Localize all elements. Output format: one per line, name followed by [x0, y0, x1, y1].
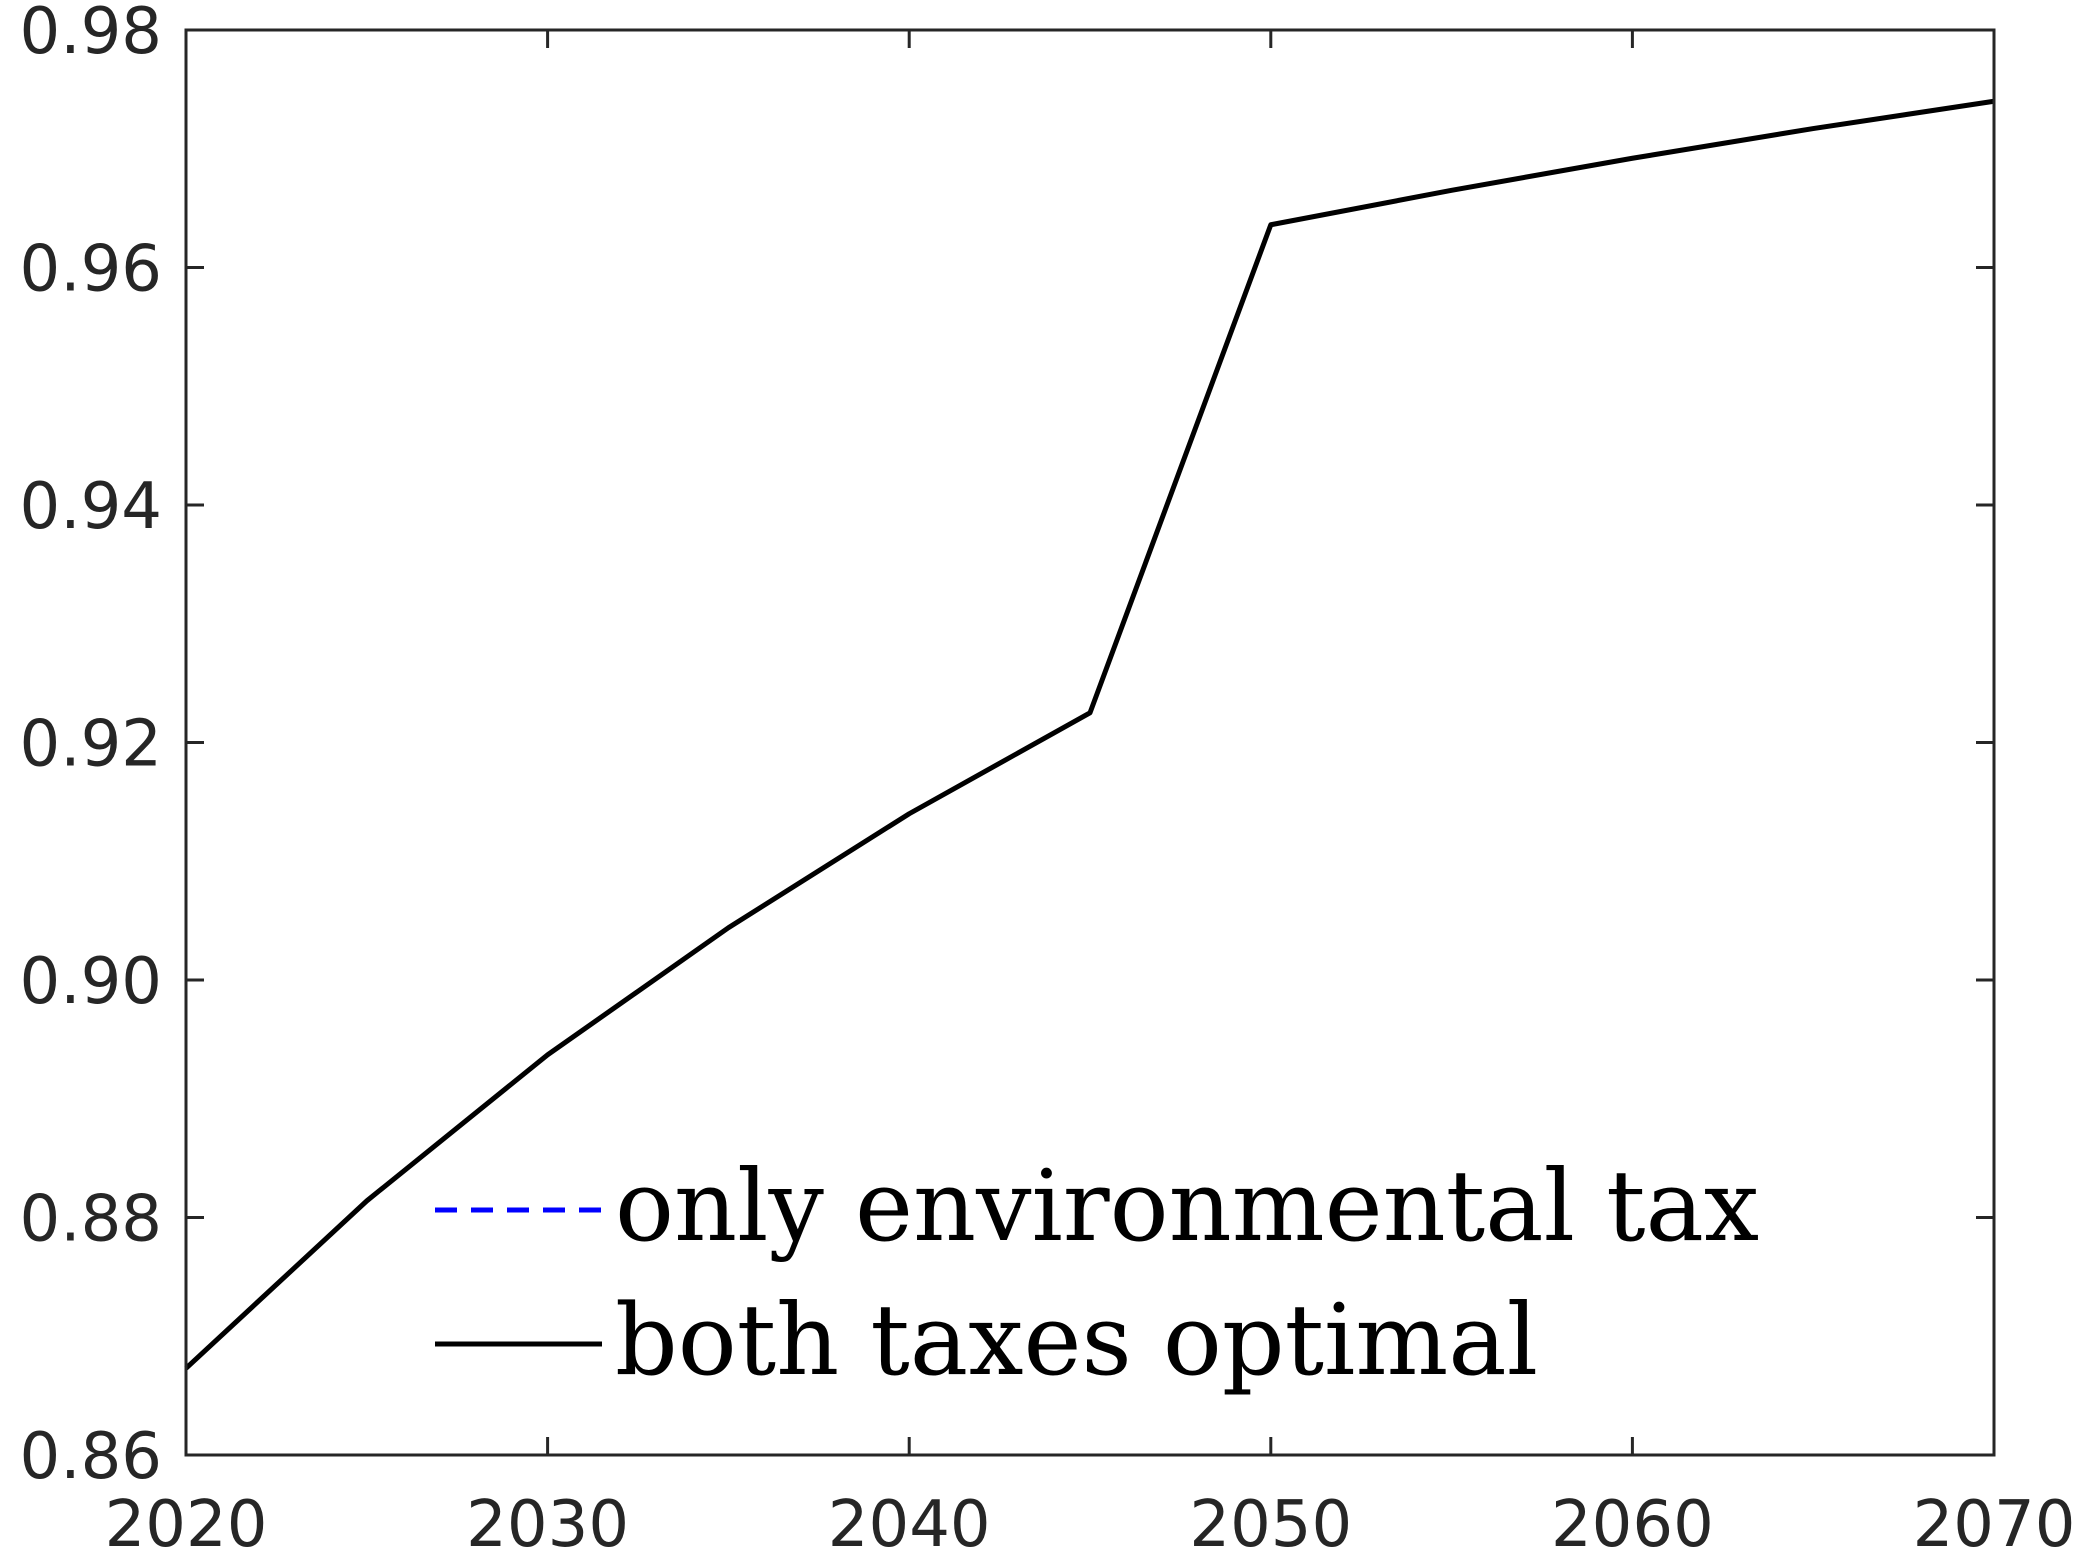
x-tick-label: 2040 [828, 1488, 991, 1554]
y-tick-labels: 0.86 0.88 0.90 0.92 0.94 0.96 0.98 [20, 0, 163, 1494]
x-tick-label: 2030 [466, 1488, 629, 1554]
x-tick-labels: 2020 2030 2040 2050 2060 2070 [105, 1488, 2076, 1554]
y-tick-label: 0.94 [20, 470, 163, 544]
x-tick-label: 2020 [105, 1488, 268, 1554]
y-tick-label: 0.96 [20, 233, 163, 307]
series-line-both-taxes-optimal [184, 98, 1995, 1371]
x-tick-label: 2070 [1913, 1488, 2076, 1554]
legend-label: only environmental tax [615, 1150, 1759, 1264]
series-layer [184, 98, 1995, 1371]
y-tick-label: 0.86 [20, 1420, 163, 1494]
y-tick-label: 0.90 [20, 945, 163, 1019]
y-tick-label: 0.92 [20, 708, 163, 782]
legend-label: both taxes optimal [615, 1284, 1538, 1398]
x-tick-label: 2050 [1189, 1488, 1352, 1554]
x-tick-label: 2060 [1551, 1488, 1714, 1554]
y-tick-label: 0.88 [20, 1183, 163, 1257]
legend: only environmental tax both taxes optimal [435, 1150, 1759, 1398]
y-tick-label: 0.98 [20, 0, 163, 69]
tick-layer [184, 28, 1996, 1457]
